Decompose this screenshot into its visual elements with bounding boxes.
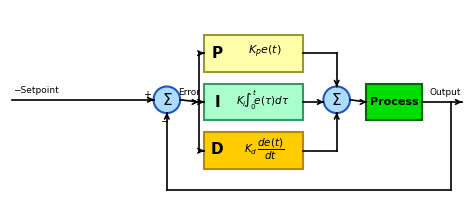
Bar (204, 35, 303, 72)
Bar (204, 83, 303, 121)
Text: Output: Output (429, 88, 461, 97)
Bar (204, 132, 303, 169)
Text: $\mathbf{D}$: $\mathbf{D}$ (210, 141, 224, 157)
Text: $\mathbf{I}$: $\mathbf{I}$ (214, 94, 220, 110)
Text: $\mathbf{P}$: $\mathbf{P}$ (211, 45, 223, 61)
Text: $K_i\!\int_0^t\!e(\tau)d\tau$: $K_i\!\int_0^t\!e(\tau)d\tau$ (236, 89, 290, 112)
Text: $-$: $-$ (160, 115, 169, 125)
Text: Process: Process (370, 97, 418, 107)
Text: $K_d\,\dfrac{de(t)}{dt}$: $K_d\,\dfrac{de(t)}{dt}$ (244, 137, 284, 162)
Text: +: + (143, 90, 151, 100)
Bar (366, 83, 421, 121)
Text: $K_p e(t)$: $K_p e(t)$ (247, 44, 281, 60)
Text: $\Sigma$: $\Sigma$ (162, 92, 172, 108)
Text: −Setpoint: −Setpoint (13, 86, 59, 95)
Circle shape (154, 87, 180, 113)
Text: Error: Error (178, 88, 201, 97)
Circle shape (323, 87, 350, 113)
Text: $\Sigma$: $\Sigma$ (331, 92, 342, 108)
